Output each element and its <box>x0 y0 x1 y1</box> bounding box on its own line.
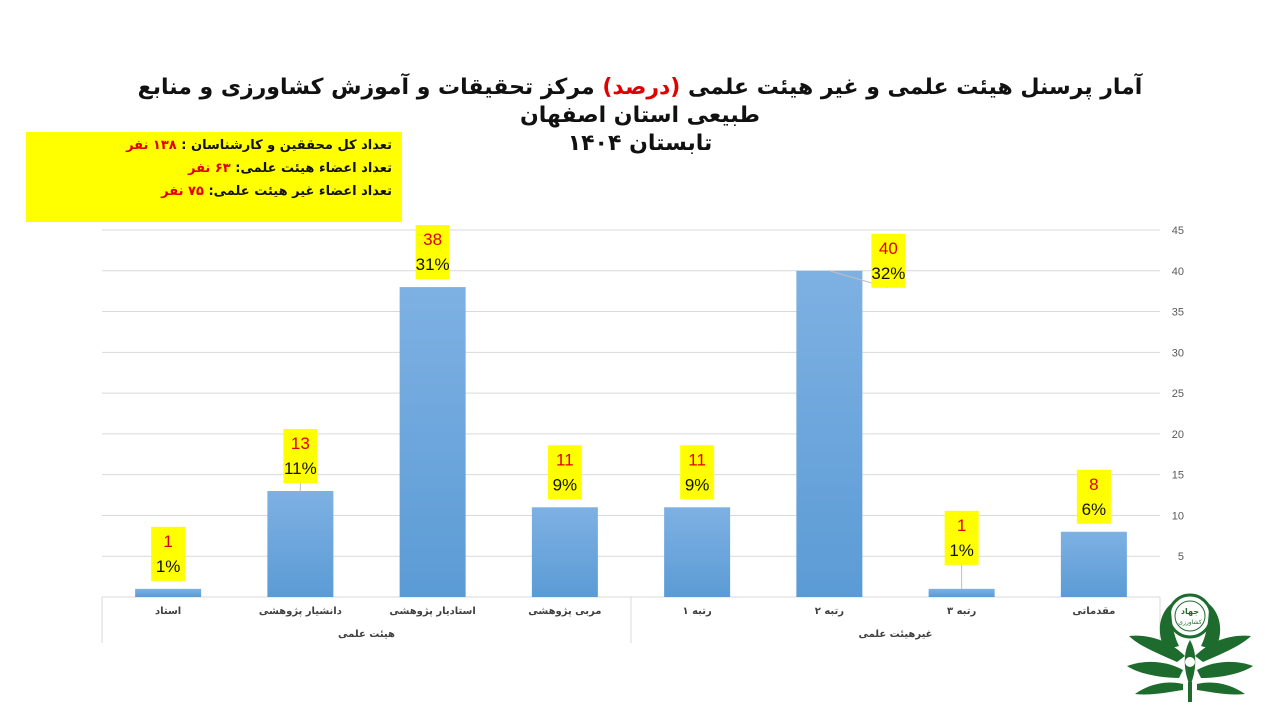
logo-text-bottom: کشاورزی <box>1178 619 1202 626</box>
bar <box>531 507 598 597</box>
x-tick-label: استاد <box>155 606 181 617</box>
x-tick-label: رتبه ۳ <box>947 606 976 617</box>
data-label-box <box>283 428 318 483</box>
data-label-count: 11 <box>556 450 574 469</box>
y-tick-label: 15 <box>1172 470 1184 482</box>
y-tick-label: 30 <box>1172 347 1184 359</box>
data-label-box <box>415 225 450 280</box>
data-label-count: 8 <box>1089 475 1098 494</box>
bar <box>135 588 202 597</box>
data-label-count: 1 <box>957 516 966 535</box>
bar <box>928 588 995 597</box>
data-label-percent: 9% <box>685 475 710 494</box>
y-tick-label: 10 <box>1172 510 1184 522</box>
title-part-1: آمار پرسنل هیئت علمی و غیر هیئت علمی <box>688 75 1143 100</box>
y-tick-label: 25 <box>1172 388 1184 400</box>
summary-label-nonfaculty: تعداد اعضاء غیر هیئت علمی: <box>208 184 392 199</box>
x-tick-label: رتبه ۲ <box>815 606 844 617</box>
data-label-box <box>151 526 186 581</box>
data-label-box <box>547 445 582 500</box>
summary-value-faculty: ۶۳ نفر <box>187 161 231 176</box>
data-label-percent: 32% <box>871 264 905 283</box>
data-label-count: 40 <box>879 239 898 258</box>
bar <box>796 270 863 597</box>
y-tick-label: 35 <box>1172 307 1184 319</box>
data-label-percent: 31% <box>416 255 450 274</box>
summary-value-nonfaculty: ۷۵ نفر <box>161 184 204 199</box>
data-label-count: 13 <box>291 434 310 453</box>
title-line-1: آمار پرسنل هیئت علمی و غیر هیئت علمی (در… <box>100 74 1180 130</box>
x-tick-label: استادیار پژوهشی <box>389 606 475 617</box>
y-tick-label: 5 <box>1178 551 1184 563</box>
y-tick-label: 45 <box>1172 225 1184 237</box>
data-label-box <box>1076 469 1111 524</box>
logo-text-top: جهاد <box>1181 607 1199 616</box>
data-label-percent: 11% <box>284 459 317 478</box>
x-tick-label: دانشیار پژوهشی <box>259 606 342 617</box>
summary-label-total: تعداد کل محققین و کارشناسان : <box>181 138 392 153</box>
summary-label-faculty: تعداد اعضاء هیئت علمی: <box>235 161 392 176</box>
x-tick-label: رتبه ۱ <box>683 606 712 617</box>
x-tick-label: مقدماتی <box>1072 606 1115 617</box>
data-label-count: 38 <box>423 230 442 249</box>
data-label-percent: 1% <box>949 541 974 560</box>
chart-title: آمار پرسنل هیئت علمی و غیر هیئت علمی (در… <box>100 74 1180 158</box>
summary-row-faculty: تعداد اعضاء هیئت علمی: ۶۳ نفر <box>188 161 392 176</box>
bar <box>399 287 466 597</box>
title-highlight: (درصد) <box>602 75 681 100</box>
data-label-box <box>944 510 979 565</box>
summary-value-total: ۱۳۸ نفر <box>126 138 177 153</box>
data-label-percent: 9% <box>553 475 578 494</box>
group-label: غیرهیئت علمی <box>858 629 932 640</box>
x-tick-label: مربی پژوهشی <box>528 606 601 617</box>
bar <box>1060 531 1127 597</box>
title-part-2: مرکز تحقیقات و آموزش کشاورزی و منابع طبی… <box>137 75 761 128</box>
summary-box: تعداد کل محققین و کارشناسان : ۱۳۸ نفر تع… <box>26 132 402 222</box>
data-label-count: 1 <box>163 532 172 551</box>
y-tick-label: 40 <box>1172 266 1184 278</box>
bar <box>664 507 731 597</box>
data-label-count: 11 <box>688 450 706 469</box>
data-label-percent: 1% <box>156 557 181 576</box>
data-label-percent: 6% <box>1082 500 1107 519</box>
group-label: هیئت علمی <box>338 629 395 640</box>
bar <box>267 490 334 597</box>
y-tick-label: 20 <box>1172 429 1184 441</box>
title-line-2: تابستان ۱۴۰۴ <box>567 131 713 156</box>
summary-row-nonfaculty: تعداد اعضاء غیر هیئت علمی: ۷۵ نفر <box>161 184 392 199</box>
jahad-keshavarzi-logo-icon: جهاد کشاورزی <box>1127 593 1253 702</box>
summary-row-total: تعداد کل محققین و کارشناسان : ۱۳۸ نفر <box>126 138 392 153</box>
data-label-box <box>680 445 715 500</box>
data-label-box <box>871 233 906 288</box>
